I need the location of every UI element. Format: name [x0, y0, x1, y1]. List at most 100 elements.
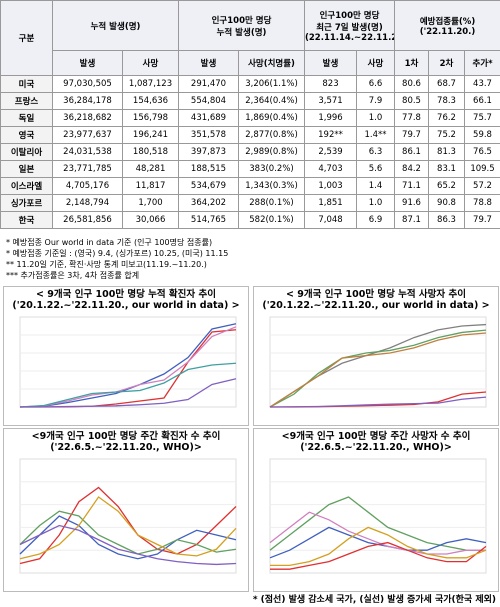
table-cell: 이스라엘 [0, 177, 53, 195]
series-line [269, 496, 486, 551]
header-cell: 누적 발생(명) [52, 0, 179, 51]
table-cell: 80.5 [394, 92, 429, 110]
table-cell: 83.1 [428, 160, 465, 178]
chart [269, 316, 487, 408]
table-cell: 2,539 [304, 143, 357, 161]
table-cell: 11,817 [122, 177, 179, 195]
chart-title: < 9개국 인구 100만 명당 누적 사망자 추이 ('20.1.22.~'22… [254, 289, 498, 311]
table-row: 영국 23,977,637 196,241 351,578 2,877(0.8%) 192… [0, 126, 500, 144]
table-cell: 1,700 [122, 194, 179, 212]
table-cell: 823 [304, 75, 357, 93]
table-row: 미국 97,030,505 1,087,123 291,470 3,206(1.1%) 8… [0, 75, 500, 93]
plot-area [19, 316, 237, 408]
header-cell: 사망 [122, 50, 179, 76]
table-cell: 84.2 [394, 160, 429, 178]
table-cell: 383(0.2%) [238, 160, 305, 178]
table-cell: 1.4 [356, 177, 395, 195]
table-cell: 109.5 [463, 160, 500, 178]
table-cell: 프랑스 [0, 92, 53, 110]
chart-title-line: < 9개국 인구 100만 명당 누적 확진자 추이 [36, 289, 216, 300]
chart-title-line: ('22.6.5.~'22.11.20., WHO)> [50, 442, 202, 453]
header-cell: 발생 [304, 50, 357, 76]
table-cell: 이탈리아 [0, 143, 53, 161]
table-cell: 154,636 [122, 92, 179, 110]
series-line [19, 326, 237, 408]
table-cell: 65.2 [428, 177, 465, 195]
table-cell: 4,703 [304, 160, 357, 178]
table-cell: 77.8 [394, 109, 429, 127]
header-cell: 1차 [394, 50, 429, 76]
table-cell: 57.2 [463, 177, 500, 195]
table-cell: 1.4** [356, 126, 395, 144]
header-cell: 발생 [52, 50, 123, 76]
table-cell: 7,048 [304, 211, 357, 229]
notes: * 예방접종 Our world in data 기준 (인구 100명당 접종… [6, 237, 228, 281]
table-cell: 일본 [0, 160, 53, 178]
table-cell: 188,515 [178, 160, 239, 178]
table-cell: 79.7 [463, 211, 500, 229]
table-cell: 36,218,682 [52, 109, 123, 127]
table-cell: 75.2 [428, 126, 465, 144]
table-cell: 1,869(0.4%) [238, 109, 305, 127]
table-cell: 431,689 [178, 109, 239, 127]
header-cell: 인구100만 명당 누적 발생(명) [178, 0, 305, 51]
chart [269, 458, 487, 574]
plot-area [19, 458, 237, 574]
stats-table: 구분 누적 발생(명) 인구100만 명당 누적 발생(명) 인구100만 명당 최근… [0, 0, 500, 229]
table-cell: 영국 [0, 126, 53, 144]
table-cell: 23,977,637 [52, 126, 123, 144]
header-row: 구분 누적 발생(명) 인구100만 명당 누적 발생(명) 인구100만 명당 최근… [0, 0, 500, 76]
table-cell: 23,771,785 [52, 160, 123, 178]
chart-title-line: < 9개국 인구 100만 명당 누적 사망자 추이 [286, 289, 466, 300]
note: * 예방접종 기준일 : (영국) 9.4, (싱가포르) 10.25, (미국… [6, 249, 229, 258]
header-cell: 인구100만 명당 최근 7일 발생(명) (22.11.14.~22.11.2… [304, 0, 395, 51]
table-cell: 192** [304, 126, 357, 144]
table-cell: 5.6 [356, 160, 395, 178]
table-cell: 6.9 [356, 211, 395, 229]
table-cell: 78.8 [463, 194, 500, 212]
table-cell: 75.7 [463, 109, 500, 127]
table-cell: 76.2 [428, 109, 465, 127]
chart-title-line: ('22.6.5.~'22.11.20., WHO)> [300, 442, 452, 453]
chart-panel: < 9개국 인구 100만 명당 누적 사망자 추이 ('20.1.22.~'22… [253, 286, 499, 426]
table-cell: 76.5 [463, 143, 500, 161]
plot-area [269, 458, 487, 574]
table-cell: 79.7 [394, 126, 429, 144]
table-cell: 91.6 [394, 194, 429, 212]
table-cell: 196,241 [122, 126, 179, 144]
table-row: 일본 23,771,785 48,281 188,515 383(0.2%) 4,703 5… [0, 160, 500, 178]
table-row: 독일 36,218,682 156,798 431,689 1,869(0.4%) 1,9… [0, 109, 500, 127]
table-row: 이스라엘 4,705,176 11,817 534,679 1,343(0.3%) 1,0… [0, 177, 500, 195]
note: ** 11.20일 기준, 확진·사망 통계 미보고(11.19.~11.20.… [6, 260, 207, 269]
chart-panel: <9개국 인구 100만 명당 주간 사망자 수 추이 ('22.6.5.~'22… [253, 428, 499, 592]
series-line [19, 362, 237, 408]
table-cell: 독일 [0, 109, 53, 127]
table-cell: 1,003 [304, 177, 357, 195]
table-cell: 1,343(0.3%) [238, 177, 305, 195]
series-line [269, 329, 487, 408]
table-cell: 7.9 [356, 92, 395, 110]
header-cell: 예방접종률(%) ('22.11.20.) [393, 0, 500, 51]
series-line [19, 323, 237, 408]
chart-title: <9개국 인구 100만 명당 주간 확진자 수 추이 ('22.6.5.~'22… [4, 431, 248, 453]
table-row: 이탈리아 24,031,538 180,518 397,873 2,989(0.8%) 2… [0, 143, 500, 161]
series-line [269, 396, 487, 408]
note: * 예방접종 Our world in data 기준 (인구 100명당 접종… [6, 238, 213, 247]
table-cell: 97,030,505 [52, 75, 123, 93]
footer: * (점선) 발생 감소세 국가, (실선) 발생 증가세 국가(한국 제외) [252, 595, 496, 605]
series-line [270, 541, 487, 570]
chart-title: < 9개국 인구 100만 명당 누적 확진자 추이 ('20.1.22.~'22… [4, 289, 248, 311]
table-cell: 397,873 [178, 143, 239, 161]
table-row: 한국 26,581,856 30,066 514,765 582(0.1%) 7,048 6… [0, 211, 500, 229]
series-line [19, 510, 237, 555]
table-cell: 156,798 [122, 109, 179, 127]
header-row: 발생 사망 발생 사망(치명률) 발생 사망 1차 2차 추가* [1, 50, 500, 76]
table-cell: 86.3 [428, 211, 465, 229]
chart-title-line: <9개국 인구 100만 명당 주간 확진자 수 추이 [31, 431, 221, 442]
series-line [19, 486, 237, 565]
table-row: 싱가포르 2,148,794 1,700 364,202 288(0.1%) 1,851 1… [0, 194, 500, 212]
series-line [20, 329, 237, 408]
series-line [270, 526, 487, 567]
table-cell: 26,581,856 [52, 211, 123, 229]
